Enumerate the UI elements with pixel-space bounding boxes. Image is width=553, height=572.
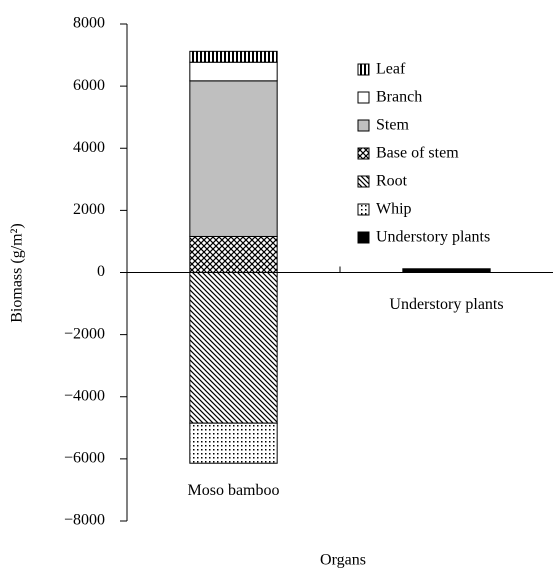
y-tick-label: −4000 — [64, 387, 105, 404]
legend-label: Root — [376, 173, 408, 190]
legend-swatch — [357, 91, 370, 104]
legend-label: Whip — [376, 201, 412, 218]
bar-segment — [189, 50, 278, 63]
legend-label: Leaf — [376, 61, 406, 78]
legend-label: Branch — [376, 89, 422, 106]
y-tick-label: −8000 — [64, 512, 105, 529]
y-tick-label: 8000 — [73, 15, 105, 32]
y-tick-label: 0 — [97, 263, 105, 280]
y-tick-label: 2000 — [73, 201, 105, 218]
y-tick-label: −2000 — [64, 325, 105, 342]
x-tick-label: Understory plants — [389, 296, 503, 313]
y-tick-label: 4000 — [73, 139, 105, 156]
legend-label: Stem — [376, 117, 409, 134]
legend-swatch — [357, 147, 370, 160]
y-tick-label: 6000 — [73, 77, 105, 94]
x-axis-label: Organs — [320, 552, 366, 569]
legend-label: Base of stem — [376, 145, 459, 162]
legend-swatch — [357, 175, 370, 188]
y-axis-label: Biomass (g/m²) — [9, 223, 26, 322]
bar-segment — [189, 61, 278, 82]
bar-segment — [189, 272, 278, 424]
legend-swatch — [357, 119, 370, 132]
bar-segment — [189, 80, 278, 237]
legend-swatch — [357, 63, 370, 76]
bar-segment — [402, 268, 491, 273]
x-tick-label: Moso bamboo — [188, 482, 280, 499]
bar-segment — [189, 235, 278, 273]
legend-label: Understory plants — [376, 229, 490, 246]
legend-swatch — [357, 203, 370, 216]
legend-swatch — [357, 231, 370, 244]
bar-segment — [189, 422, 278, 464]
y-tick-label: −6000 — [64, 450, 105, 467]
